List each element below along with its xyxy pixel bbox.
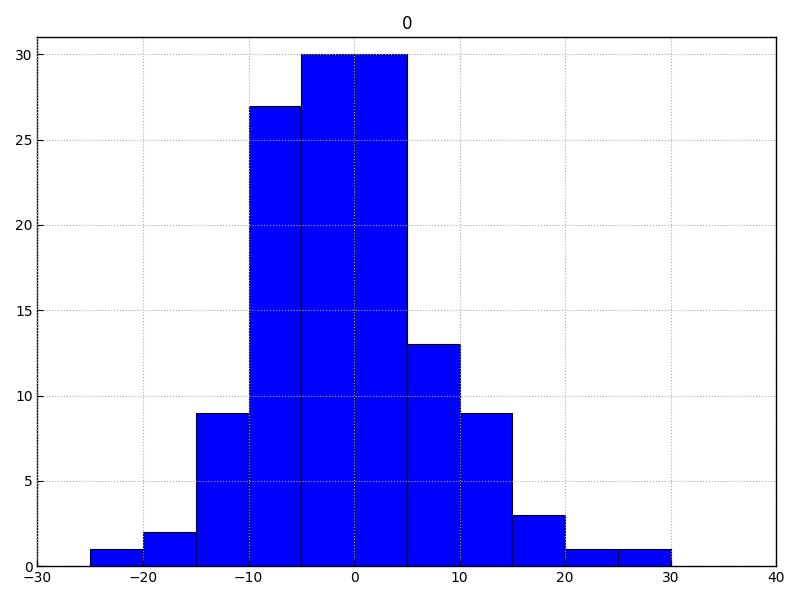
Bar bbox=[565, 549, 618, 566]
Bar bbox=[407, 344, 460, 566]
Bar bbox=[513, 515, 565, 566]
Bar bbox=[90, 549, 143, 566]
Title: 0: 0 bbox=[402, 15, 412, 33]
Bar bbox=[302, 55, 354, 566]
Bar bbox=[249, 106, 302, 566]
Bar bbox=[143, 532, 196, 566]
Bar bbox=[460, 413, 513, 566]
Bar bbox=[618, 549, 670, 566]
Bar bbox=[196, 413, 249, 566]
Bar bbox=[354, 55, 407, 566]
